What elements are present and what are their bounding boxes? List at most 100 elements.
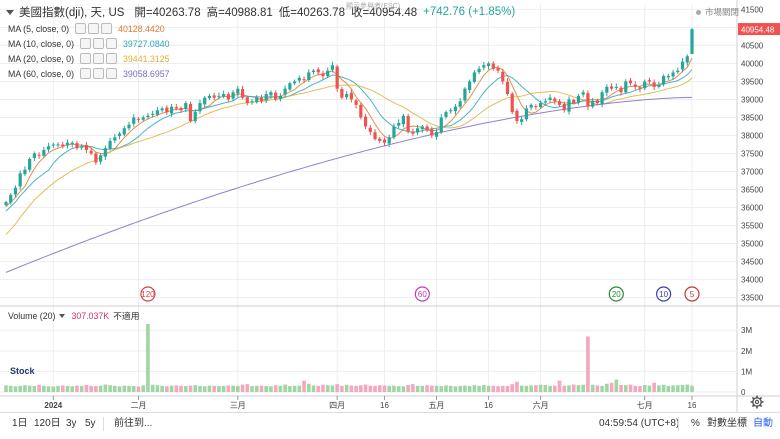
range-1d-button[interactable]: 1日 [12,418,28,429]
candle-body [392,126,396,138]
ma-legend-60[interactable]: MA (60, close, 0) 39058.6957 [8,67,170,80]
candlestick [94,151,98,165]
candlestick [662,74,666,87]
time-tick-label: 二月 [130,401,146,410]
candlestick [652,79,656,91]
collapse-icon[interactable] [6,9,14,15]
candle-body [231,92,235,99]
candlestick [666,73,670,81]
candlestick [89,147,93,156]
volume-bar [576,385,581,392]
candlestick [278,93,282,102]
price-tick-label: 39000 [741,95,764,104]
candlestick [18,170,22,190]
volume-bar [316,385,321,392]
period-marker[interactable]: 60 [414,286,430,302]
goto-date-button[interactable]: 前往到... [114,418,153,429]
candle-body [283,88,287,95]
volume-bar [595,385,600,392]
control-separator [678,417,679,431]
period-marker[interactable]: 20 [608,286,624,302]
close-icon[interactable] [101,23,113,34]
settings-icon[interactable] [88,23,100,34]
candle-body [520,119,524,122]
volume-bar [288,386,292,392]
candle-body [28,158,32,170]
period-markers[interactable]: 120 60 20 10 5 [140,286,700,302]
candlestick [406,113,410,134]
percent-scale-button[interactable]: % [691,418,700,429]
ma-line-5 [5,57,693,207]
candlestick [302,76,306,83]
symbol-title[interactable]: 美國指數(dji), 天, US [19,7,125,19]
settings-icon[interactable] [93,38,105,49]
eye-icon[interactable] [80,53,92,64]
ma-legend-10[interactable]: MA (10, close, 0) 39727.0840 [8,37,170,50]
volume-bar [321,384,325,392]
candlestick [685,54,689,66]
candle-body [99,155,103,162]
volume-bars [4,324,694,392]
candle-body [680,61,685,70]
volume-bar [56,385,60,392]
candle-body [288,83,292,90]
ma-legend-buttons[interactable] [80,53,119,64]
candle-body [505,81,510,95]
candle-body [326,70,330,77]
log-scale-button[interactable]: 對數坐標 [707,418,747,429]
volume-bar [32,386,37,392]
period-marker[interactable]: 5 [684,286,700,302]
settings-icon[interactable] [93,53,105,64]
close-icon[interactable] [106,68,118,79]
close-icon[interactable] [106,38,118,49]
candle-body [165,107,169,113]
range-120d-button[interactable]: 120日 [34,418,61,429]
close-icon[interactable] [106,53,118,64]
range-5y-button[interactable]: 5y [85,418,96,429]
candlestick [553,96,557,105]
candlestick [292,79,297,86]
candle-body [32,153,36,159]
candlestick [75,141,79,151]
price-tick-label: 40500 [741,41,764,50]
settings-icon[interactable] [93,68,105,79]
eye-icon[interactable] [80,68,92,79]
candlestick [255,95,259,104]
period-marker[interactable]: 120 [140,286,156,302]
volume-legend[interactable]: Volume (20) 307.037K 不適用 [8,309,140,322]
gear-icon[interactable] [750,395,764,409]
ma-legend-20[interactable]: MA (20, close, 0) 39441.3125 [8,52,170,65]
volume-bar [496,386,500,392]
candlestick [326,67,330,79]
candlestick [482,61,486,71]
volume-bar [79,385,84,392]
moving-average-lines [5,57,693,273]
range-3y-button[interactable]: 3y [66,418,77,429]
candlestick [392,123,396,140]
candle-body [250,101,254,103]
candlestick [520,116,524,126]
volume-bar [434,385,439,392]
volume-bar [425,385,429,392]
candlesticks[interactable] [4,27,694,207]
candle-body [70,142,74,144]
volume-bar [37,384,41,392]
eye-icon[interactable] [75,23,87,34]
auto-scale-button[interactable]: 自動 [753,418,773,429]
ma-legend-buttons[interactable] [80,38,119,49]
candle-body [75,143,79,149]
ma-legend-buttons[interactable] [80,68,119,79]
chevron-down-icon[interactable] [59,313,66,318]
period-marker[interactable]: 10 [656,286,672,302]
volume-bar [392,385,396,392]
candlestick [141,115,145,122]
ma-legend-5[interactable]: MA (5, close, 0) 40128.4420 [8,22,165,35]
volume-bar [467,386,472,392]
candlestick [203,96,207,108]
eye-icon[interactable] [80,38,92,49]
time-tick-label: 16 [484,401,493,410]
volume-bar [311,385,316,392]
ma-legend-buttons[interactable] [75,23,114,34]
candlestick [250,99,254,105]
